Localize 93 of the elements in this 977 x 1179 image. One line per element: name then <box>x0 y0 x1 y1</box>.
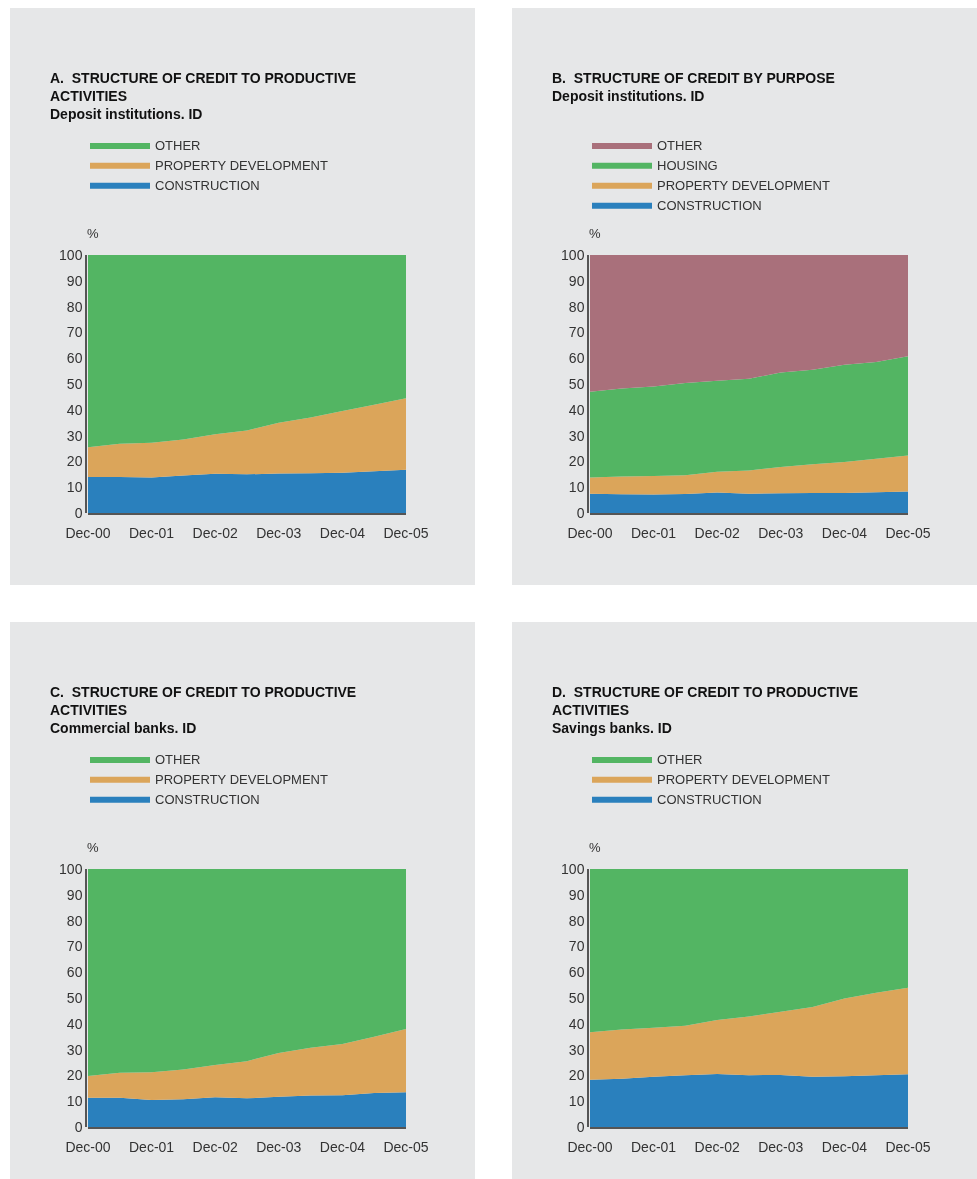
y-tick-label: 0 <box>576 1118 585 1135</box>
y-tick-label: 80 <box>66 298 83 315</box>
y-tick-label: 80 <box>568 912 585 929</box>
y-tick-label: 40 <box>568 401 585 418</box>
chart-title: A. STRUCTURE OF CREDIT TO PRODUCTIVE ACTIVITIES <box>50 70 357 105</box>
y-tick-label: 60 <box>568 964 585 981</box>
y-tick-label: 50 <box>66 989 83 1006</box>
y-tick-label: 40 <box>66 1015 83 1032</box>
y-tick-label: 20 <box>66 1067 83 1084</box>
chart-subtitle: Deposit institutions. ID <box>50 106 203 123</box>
x-tick-label: Dec-00 <box>567 524 613 541</box>
legend-label: PROPERTY DEVELOPMENT <box>657 771 830 787</box>
y-tick-label: 10 <box>568 1093 585 1110</box>
chart-subtitle: Deposit institutions. ID <box>552 88 705 105</box>
y-tick-label: 80 <box>66 912 83 929</box>
chart-title: B. STRUCTURE OF CREDIT BY PURPOSE <box>552 70 835 86</box>
x-tick-label: Dec-02 <box>192 524 238 541</box>
y-axis-title: % <box>589 840 601 855</box>
legend-label: PROPERTY DEVELOPMENT <box>657 177 830 193</box>
y-tick-label: 20 <box>568 453 585 470</box>
y-tick-label: 30 <box>568 427 585 444</box>
y-tick-label: 70 <box>66 938 83 955</box>
x-tick-label: Dec-04 <box>319 524 366 541</box>
y-tick-label: 20 <box>568 1067 585 1084</box>
y-tick-label: 60 <box>568 350 585 367</box>
x-tick-label: Dec-04 <box>821 1138 868 1155</box>
x-tick-label: Dec-05 <box>383 524 429 541</box>
legend-label: PROPERTY DEVELOPMENT <box>155 157 328 173</box>
y-tick-label: 60 <box>66 964 83 981</box>
x-tick-label: Dec-05 <box>383 1138 429 1155</box>
y-tick-label: 70 <box>568 938 585 955</box>
y-tick-label: 50 <box>568 989 585 1006</box>
x-tick-label: Dec-02 <box>192 1138 238 1155</box>
y-tick-label: 90 <box>568 886 585 903</box>
x-tick-label: Dec-00 <box>567 1138 613 1155</box>
legend-label: OTHER <box>657 752 703 768</box>
x-tick-label: Dec-02 <box>694 1138 740 1155</box>
chart-subtitle: Commercial banks. ID <box>50 720 197 737</box>
x-tick-label: Dec-04 <box>319 1138 366 1155</box>
legend-label: OTHER <box>657 138 703 154</box>
y-tick-label: 70 <box>66 324 83 341</box>
x-tick-label: Dec-05 <box>885 1138 931 1155</box>
y-tick-label: 50 <box>66 375 83 392</box>
y-tick-label: 40 <box>66 401 83 418</box>
y-tick-label: 90 <box>568 272 585 289</box>
y-tick-label: 10 <box>568 479 585 496</box>
x-tick-label: Dec-01 <box>129 524 175 541</box>
x-tick-label: Dec-03 <box>256 1138 302 1155</box>
y-tick-label: 30 <box>568 1041 585 1058</box>
legend-label: OTHER <box>155 752 201 768</box>
x-tick-label: Dec-04 <box>821 524 868 541</box>
y-tick-label: 0 <box>576 504 585 521</box>
x-tick-label: Dec-01 <box>631 1138 677 1155</box>
y-tick-label: 20 <box>66 453 83 470</box>
x-tick-label: Dec-00 <box>65 1138 111 1155</box>
y-tick-label: 100 <box>561 860 585 877</box>
chart-title: D. STRUCTURE OF CREDIT TO PRODUCTIVE ACTIVITIES <box>552 684 859 719</box>
legend-label: CONSTRUCTION <box>155 177 260 193</box>
y-tick-label: 40 <box>568 1015 585 1032</box>
chart-subtitle: Savings banks. ID <box>552 720 672 737</box>
y-tick-label: 80 <box>568 298 585 315</box>
chart-title: C. STRUCTURE OF CREDIT TO PRODUCTIVE ACTIVITIES <box>50 684 357 719</box>
y-tick-label: 90 <box>66 272 83 289</box>
y-tick-label: 30 <box>66 1041 83 1058</box>
y-axis-title: % <box>589 226 601 241</box>
legend-label: OTHER <box>155 138 201 154</box>
legend-label: CONSTRUCTION <box>657 791 762 807</box>
y-tick-label: 10 <box>66 1093 83 1110</box>
y-tick-label: 30 <box>66 427 83 444</box>
y-tick-label: 0 <box>74 504 83 521</box>
legend-label: HOUSING <box>657 157 718 173</box>
y-axis-title: % <box>87 840 99 855</box>
y-tick-label: 90 <box>66 886 83 903</box>
x-tick-label: Dec-01 <box>631 524 677 541</box>
y-tick-label: 10 <box>66 479 83 496</box>
x-tick-label: Dec-05 <box>885 524 931 541</box>
x-tick-label: Dec-03 <box>256 524 302 541</box>
legend-label: CONSTRUCTION <box>155 791 260 807</box>
legend-label: PROPERTY DEVELOPMENT <box>155 771 328 787</box>
x-tick-label: Dec-01 <box>129 1138 175 1155</box>
legend-label: CONSTRUCTION <box>657 197 762 213</box>
y-axis-title: % <box>87 226 99 241</box>
y-tick-label: 0 <box>74 1118 83 1135</box>
x-tick-label: Dec-02 <box>694 524 740 541</box>
y-tick-label: 60 <box>66 350 83 367</box>
x-tick-label: Dec-03 <box>758 524 804 541</box>
y-tick-label: 100 <box>59 246 83 263</box>
y-tick-label: 50 <box>568 375 585 392</box>
x-tick-label: Dec-03 <box>758 1138 804 1155</box>
y-tick-label: 70 <box>568 324 585 341</box>
y-tick-label: 100 <box>59 860 83 877</box>
x-tick-label: Dec-00 <box>65 524 111 541</box>
y-tick-label: 100 <box>561 246 585 263</box>
